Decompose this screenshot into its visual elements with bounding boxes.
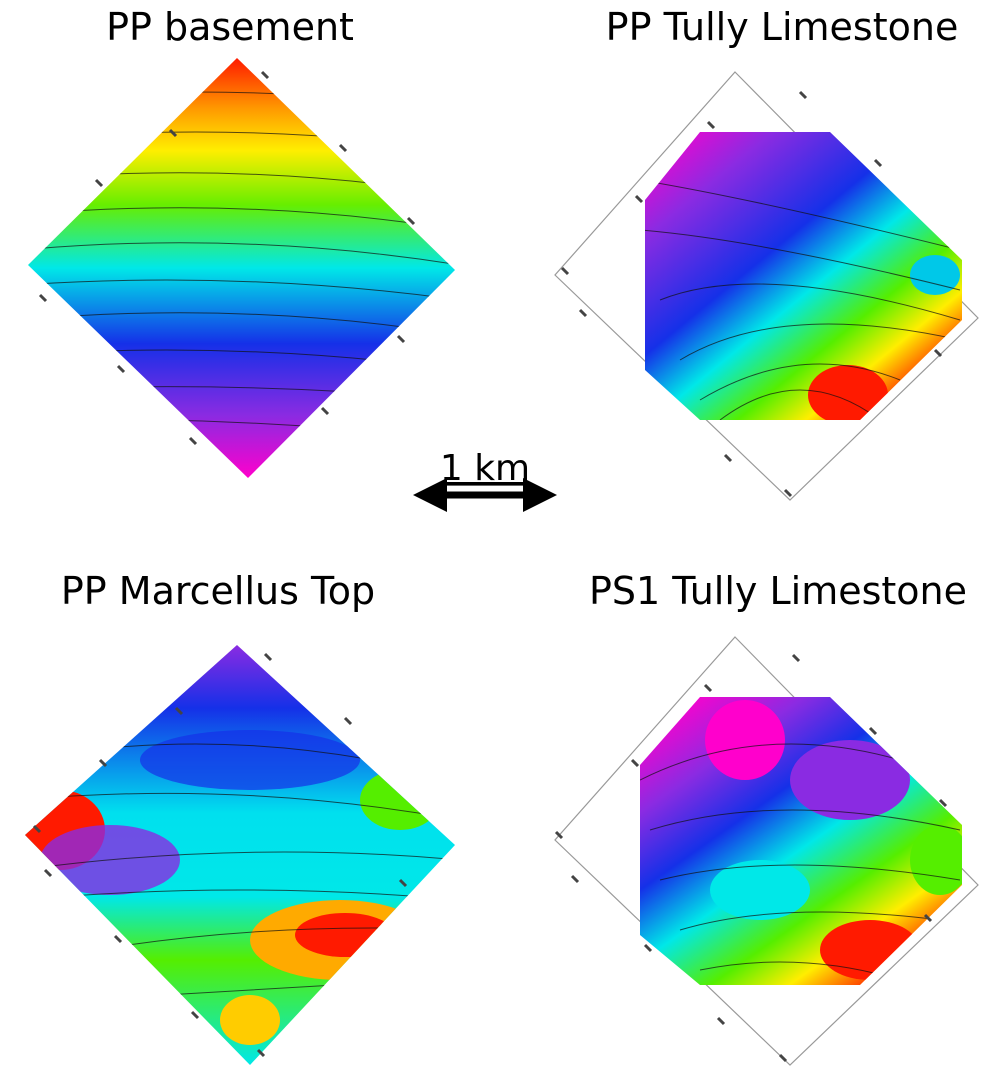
contour-map xyxy=(15,645,460,1065)
scale-bar: 1 km xyxy=(413,448,557,512)
contour-map xyxy=(555,637,978,1065)
figure: PP basement PP Tully Limestone PP Marcel… xyxy=(0,0,999,1073)
scale-label: 1 km xyxy=(440,448,530,489)
panel-title: PP basement xyxy=(106,5,354,49)
panel-title: PP Tully Limestone xyxy=(606,5,959,49)
panel-title: PS1 Tully Limestone xyxy=(589,569,967,613)
contour-map xyxy=(20,58,460,478)
panel-title: PP Marcellus Top xyxy=(61,569,375,613)
contour-map xyxy=(555,72,978,500)
